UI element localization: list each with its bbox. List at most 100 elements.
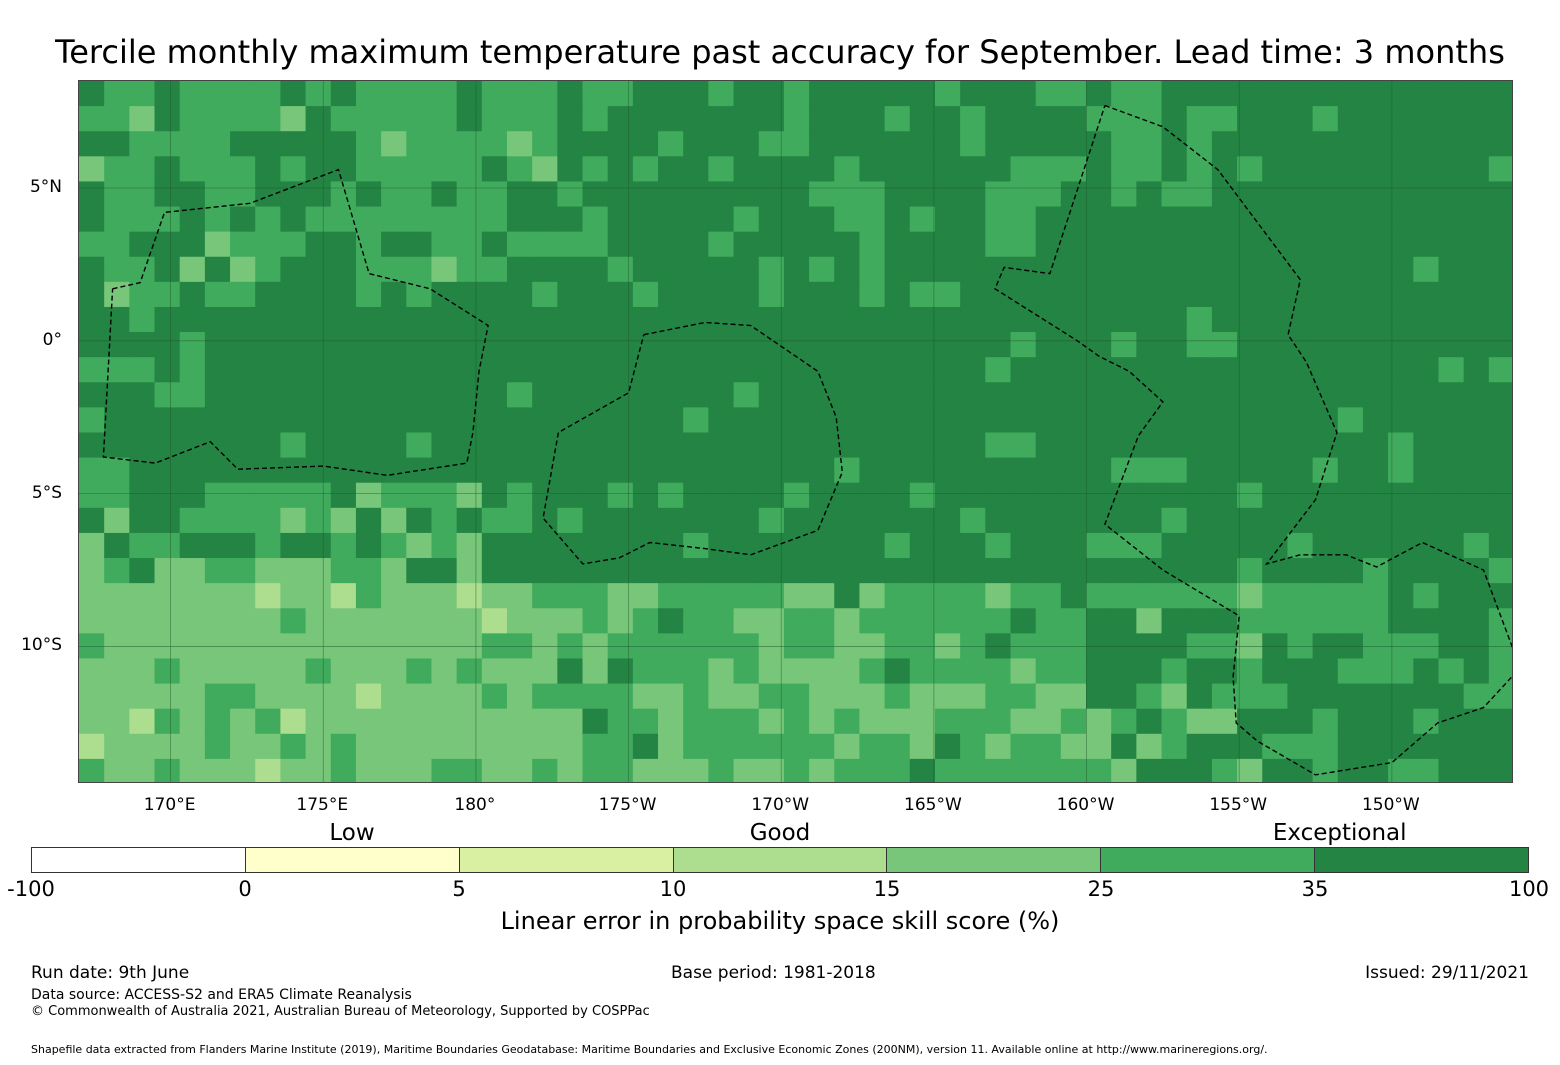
heatmap-cell <box>557 583 584 609</box>
heatmap-cell <box>506 181 533 208</box>
heatmap-cell <box>683 432 709 459</box>
heatmap-cell <box>1111 382 1137 408</box>
heatmap-cell <box>1312 558 1339 584</box>
heatmap-cell <box>1010 332 1037 358</box>
heatmap-cell <box>406 231 433 258</box>
heatmap-cell <box>1060 407 1087 434</box>
heatmap-cell <box>909 507 936 534</box>
heatmap-cell <box>1010 758 1037 782</box>
heatmap-cell <box>632 357 659 383</box>
heatmap-cell <box>255 306 282 333</box>
heatmap-cell <box>506 558 533 584</box>
heatmap-cell <box>355 457 382 484</box>
heatmap-cell <box>758 608 785 634</box>
heatmap-cell <box>230 281 256 308</box>
heatmap-cell <box>204 332 231 358</box>
heatmap-cell <box>1161 357 1188 383</box>
heatmap-cell <box>104 758 130 782</box>
heatmap-cell <box>582 708 609 735</box>
heatmap-cell <box>1438 256 1465 283</box>
heatmap-cell <box>129 306 156 333</box>
heatmap-cell <box>280 758 307 782</box>
heatmap-cell <box>708 608 735 634</box>
heatmap-cell <box>1136 332 1163 358</box>
heatmap-cell <box>934 432 961 459</box>
heatmap-cell <box>1111 156 1137 183</box>
heatmap-cell <box>783 407 810 434</box>
heatmap-cell <box>1438 482 1465 509</box>
heatmap-cell <box>985 708 1012 735</box>
heatmap-cell <box>79 532 105 559</box>
category-label: Low <box>329 820 375 846</box>
heatmap-cell <box>1186 131 1213 157</box>
heatmap-cell <box>431 532 458 559</box>
heatmap-cell <box>104 583 130 609</box>
heatmap-cell <box>834 407 861 434</box>
heatmap-cell <box>658 658 684 685</box>
heatmap-cell <box>381 583 407 609</box>
heatmap-cell <box>607 156 634 183</box>
heatmap-cell <box>230 708 256 735</box>
heatmap-cell <box>129 683 156 710</box>
heatmap-cell <box>884 708 911 735</box>
heatmap-cell <box>607 281 634 308</box>
heatmap-cell <box>1463 231 1490 258</box>
heatmap-cell <box>1413 558 1440 584</box>
heatmap-cell <box>179 81 206 107</box>
heatmap-cell <box>607 407 634 434</box>
heatmap-cell <box>909 181 936 208</box>
heatmap-cell <box>1287 608 1314 634</box>
heatmap-cell <box>758 507 785 534</box>
heatmap-cell <box>582 332 609 358</box>
heatmap-cell <box>230 532 256 559</box>
heatmap-cell <box>557 733 584 760</box>
heatmap-cell <box>1362 306 1389 333</box>
heatmap-cell <box>557 156 584 183</box>
heatmap-cell <box>582 482 609 509</box>
heatmap-cell <box>632 106 659 132</box>
heatmap-cell <box>1362 683 1389 710</box>
heatmap-cell <box>1136 457 1163 484</box>
heatmap-cell <box>1161 306 1188 333</box>
heatmap-cell <box>204 382 231 408</box>
heatmap-cell <box>859 683 886 710</box>
heatmap-cell <box>104 407 130 434</box>
heatmap-cell <box>1111 306 1137 333</box>
heatmap-cell <box>1186 231 1213 258</box>
heatmap-cell <box>79 231 105 258</box>
heatmap-cell <box>406 507 433 534</box>
heatmap-cell <box>406 306 433 333</box>
heatmap-cell <box>1413 231 1440 258</box>
heatmap-cell <box>1337 758 1364 782</box>
heatmap-cell <box>632 407 659 434</box>
heatmap-cell <box>1111 583 1137 609</box>
heatmap-cell <box>204 482 231 509</box>
heatmap-cell <box>381 131 407 157</box>
heatmap-cell <box>1111 131 1137 157</box>
heatmap-cell <box>280 332 307 358</box>
heatmap-cell <box>557 558 584 584</box>
heatmap-cell <box>1211 733 1238 760</box>
heatmap-cell <box>1186 583 1213 609</box>
heatmap-cell <box>1362 457 1389 484</box>
heatmap-cell <box>683 683 709 710</box>
heatmap-cell <box>1035 256 1062 283</box>
heatmap-cell <box>582 733 609 760</box>
heatmap-cell <box>179 532 206 559</box>
heatmap-cell <box>355 206 382 233</box>
heatmap-cell <box>154 156 181 183</box>
heatmap-cell <box>557 532 584 559</box>
heatmap-cell <box>859 507 886 534</box>
colorbar-segment <box>887 848 1102 872</box>
heatmap-cell <box>1362 156 1389 183</box>
heatmap-cell <box>506 733 533 760</box>
heatmap-cell <box>255 256 282 283</box>
heatmap-cell <box>154 708 181 735</box>
heatmap-cell <box>431 332 458 358</box>
heatmap-cell <box>204 708 231 735</box>
heatmap-cell <box>557 281 584 308</box>
heatmap-cell <box>330 382 357 408</box>
heatmap-cell <box>884 106 911 132</box>
heatmap-cell <box>708 558 735 584</box>
heatmap-cell <box>1186 181 1213 208</box>
